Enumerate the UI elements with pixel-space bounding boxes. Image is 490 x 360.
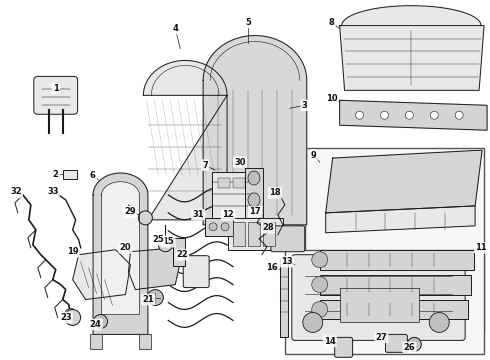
Text: 33: 33 [47, 188, 58, 197]
Bar [218, 178, 230, 188]
Circle shape [312, 276, 328, 293]
Bar [233, 222, 245, 246]
Circle shape [356, 111, 364, 119]
Text: 6: 6 [90, 171, 96, 180]
Bar [90, 334, 102, 349]
Bar [228, 218, 283, 250]
Text: 7: 7 [202, 161, 208, 170]
Text: 3: 3 [302, 101, 308, 110]
Bar [212, 172, 257, 224]
Polygon shape [93, 173, 148, 334]
Circle shape [65, 309, 76, 320]
Text: 11: 11 [475, 243, 487, 252]
Text: 10: 10 [326, 94, 338, 103]
Text: 32: 32 [10, 188, 22, 197]
Bar [319, 275, 471, 294]
Text: 14: 14 [324, 337, 336, 346]
Bar [205, 218, 233, 236]
Ellipse shape [248, 171, 260, 185]
Text: 2: 2 [53, 170, 59, 179]
FancyBboxPatch shape [183, 256, 209, 288]
Polygon shape [144, 60, 227, 220]
Circle shape [312, 252, 328, 268]
Bar [285, 250, 484, 354]
Circle shape [380, 111, 389, 119]
Polygon shape [101, 182, 140, 315]
Polygon shape [326, 150, 482, 213]
Circle shape [430, 111, 438, 119]
Text: 29: 29 [124, 207, 136, 216]
Text: 4: 4 [172, 24, 178, 33]
Text: 22: 22 [176, 250, 188, 259]
Circle shape [138, 211, 152, 225]
Circle shape [407, 337, 421, 351]
Text: 27: 27 [376, 333, 387, 342]
Circle shape [405, 111, 414, 119]
Circle shape [209, 223, 217, 231]
Bar [305, 148, 484, 332]
Polygon shape [128, 248, 180, 289]
Ellipse shape [248, 193, 260, 207]
Polygon shape [340, 100, 487, 130]
Text: 5: 5 [245, 18, 251, 27]
Bar [233, 178, 245, 188]
Circle shape [303, 312, 323, 332]
Bar [280, 258, 288, 337]
Text: 23: 23 [60, 313, 72, 322]
Text: 24: 24 [90, 320, 101, 329]
Text: 28: 28 [262, 223, 274, 232]
Text: 9: 9 [311, 150, 317, 159]
Circle shape [158, 238, 172, 252]
Text: 25: 25 [152, 235, 164, 244]
Bar [245, 168, 263, 218]
Text: 19: 19 [67, 247, 78, 256]
Bar [319, 300, 468, 319]
Bar [248, 222, 260, 246]
Text: 15: 15 [162, 237, 174, 246]
Circle shape [455, 111, 463, 119]
Bar [173, 238, 185, 266]
FancyBboxPatch shape [292, 255, 465, 340]
Circle shape [94, 315, 107, 328]
Text: 21: 21 [143, 295, 154, 304]
Text: 1: 1 [53, 84, 59, 93]
Text: 16: 16 [266, 263, 278, 272]
Text: 20: 20 [120, 243, 131, 252]
FancyBboxPatch shape [34, 76, 77, 114]
Bar [139, 334, 151, 349]
Circle shape [221, 223, 229, 231]
Text: 26: 26 [403, 343, 415, 352]
Circle shape [147, 289, 163, 306]
Circle shape [65, 310, 81, 325]
Polygon shape [73, 250, 130, 300]
Text: 8: 8 [329, 18, 335, 27]
Text: 31: 31 [193, 210, 204, 219]
Bar [63, 170, 76, 179]
FancyBboxPatch shape [335, 337, 353, 357]
Text: 17: 17 [249, 207, 261, 216]
FancyBboxPatch shape [386, 334, 407, 352]
Text: 13: 13 [281, 257, 293, 266]
Circle shape [312, 302, 328, 318]
Text: 18: 18 [269, 188, 281, 197]
Polygon shape [203, 36, 307, 225]
Text: 12: 12 [222, 210, 234, 219]
Text: 30: 30 [234, 158, 246, 167]
Polygon shape [340, 6, 484, 26]
Bar [263, 222, 275, 246]
Polygon shape [326, 206, 475, 233]
Polygon shape [340, 26, 484, 90]
Bar [319, 250, 474, 270]
Bar [340, 288, 419, 323]
FancyBboxPatch shape [271, 226, 305, 252]
Circle shape [429, 312, 449, 332]
